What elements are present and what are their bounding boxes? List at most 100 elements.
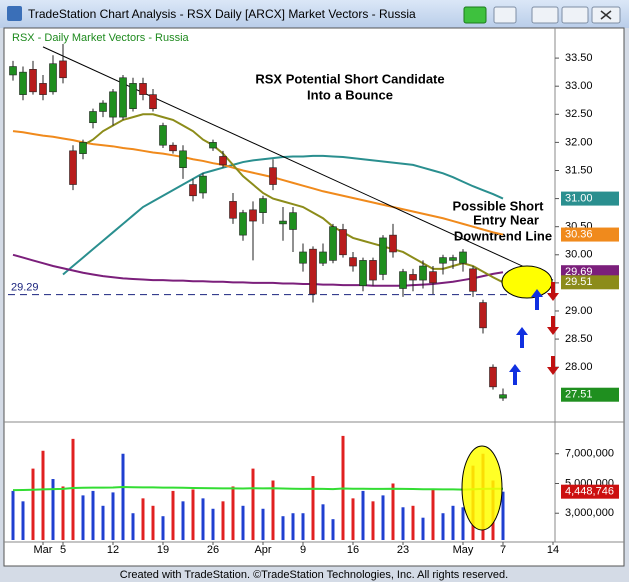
minimize-button[interactable] [531, 6, 559, 24]
candle-body [69, 150, 77, 185]
volume-bar [381, 495, 385, 540]
status-button[interactable] [463, 6, 487, 24]
window-title: TradeStation Chart Analysis - RSX Daily … [28, 7, 416, 21]
candle-body [119, 77, 127, 118]
candle-body [89, 111, 97, 124]
y-tick-label: 33.00 [565, 80, 593, 92]
last-value-label: 30.36 [565, 228, 593, 240]
y-tick-label: 29.00 [565, 305, 593, 317]
candle-body [19, 71, 27, 95]
candle-body [359, 260, 367, 286]
x-tick-label: 12 [107, 544, 119, 556]
volume-bar [251, 468, 255, 540]
volume-average [12, 486, 503, 492]
volume-tick-label: 7,000,000 [565, 448, 614, 460]
moving-average [12, 130, 504, 236]
volume-bar [91, 490, 95, 540]
volume-bar [351, 498, 355, 540]
down-arrow [547, 316, 559, 335]
menu-button[interactable] [493, 6, 517, 24]
x-tick-label: Apr [254, 544, 271, 556]
volume-bar [81, 495, 85, 540]
volume-bar [121, 453, 125, 540]
volume-bar [501, 491, 505, 540]
annotation: Downtrend Line [454, 228, 552, 243]
highlight-ellipse [501, 265, 553, 299]
volume-bar [451, 505, 455, 540]
support-label: 29.29 [11, 282, 39, 294]
volume-tick-label: 3,000,000 [565, 507, 614, 519]
y-tick-label: 28.00 [565, 361, 593, 373]
volume-bar [141, 498, 145, 540]
y-tick-label: 30.00 [565, 249, 593, 261]
last-value-box [561, 484, 619, 499]
volume-bar [261, 508, 265, 540]
y-tick-label: 31.50 [565, 164, 593, 176]
x-tick-label: May [453, 544, 474, 556]
down-arrow [547, 356, 559, 375]
x-tick-label: 5 [60, 544, 66, 556]
annotation: Into a Bounce [307, 87, 393, 102]
candle-body [229, 201, 237, 219]
last-value-box [561, 227, 619, 242]
volume-bar [431, 489, 435, 540]
close-icon [600, 10, 612, 20]
candle-body [339, 229, 347, 256]
volume-bar [181, 501, 185, 540]
candle-body [369, 260, 377, 281]
last-value-label: 27.51 [565, 389, 593, 401]
candle-body [309, 248, 317, 295]
candle-body [249, 209, 257, 222]
x-tick-label: 9 [300, 544, 306, 556]
x-tick-label: 16 [347, 544, 359, 556]
volume-bar [61, 486, 65, 540]
volume-bar [421, 517, 425, 540]
annotation: Possible Short [452, 198, 544, 213]
candle-body [289, 212, 297, 230]
y-tick-label: 32.00 [565, 136, 593, 148]
footer: Created with TradeStation. ©TradeStation… [120, 569, 508, 581]
last-value-label: 31.00 [565, 192, 593, 204]
volume-bar [271, 480, 275, 540]
candle-body [179, 150, 187, 168]
down-arrow [547, 282, 559, 301]
up-arrow [509, 364, 521, 385]
candle-body [349, 257, 357, 267]
volume-bar [331, 519, 335, 540]
volume-bar [131, 513, 135, 540]
candle-body [449, 257, 457, 261]
last-value-box [561, 387, 619, 402]
volume-bar [211, 508, 215, 540]
volume-bar [401, 507, 405, 540]
candle-body [299, 251, 307, 264]
candle-body [389, 234, 397, 253]
candle-body [219, 156, 227, 166]
maximize-button[interactable] [561, 6, 589, 24]
volume-bar [221, 501, 225, 540]
candle-body [199, 175, 207, 194]
candle-body [99, 102, 107, 112]
candle-body [329, 226, 337, 261]
annotation: RSX Potential Short Candidate [255, 71, 444, 86]
last-value-label: 4,448,746 [565, 486, 614, 498]
annotation: Entry Near [473, 212, 539, 227]
candle-body [469, 268, 477, 292]
x-tick-label: 26 [207, 544, 219, 556]
candle-body [159, 125, 167, 146]
x-tick-label: 23 [397, 544, 409, 556]
x-tick-label: 19 [157, 544, 169, 556]
trendline [42, 46, 554, 281]
volume-bar [441, 513, 445, 540]
volume-bar [321, 504, 325, 540]
last-value-box [561, 191, 619, 206]
candle-body [459, 251, 467, 264]
candle-body [419, 265, 427, 281]
candle-body [409, 274, 417, 281]
volume-bar [21, 501, 25, 540]
last-value-box [561, 275, 619, 290]
candle-body [479, 302, 487, 329]
volume-bar [461, 507, 465, 540]
up-arrow [516, 327, 528, 348]
y-tick-label: 33.50 [565, 52, 593, 64]
